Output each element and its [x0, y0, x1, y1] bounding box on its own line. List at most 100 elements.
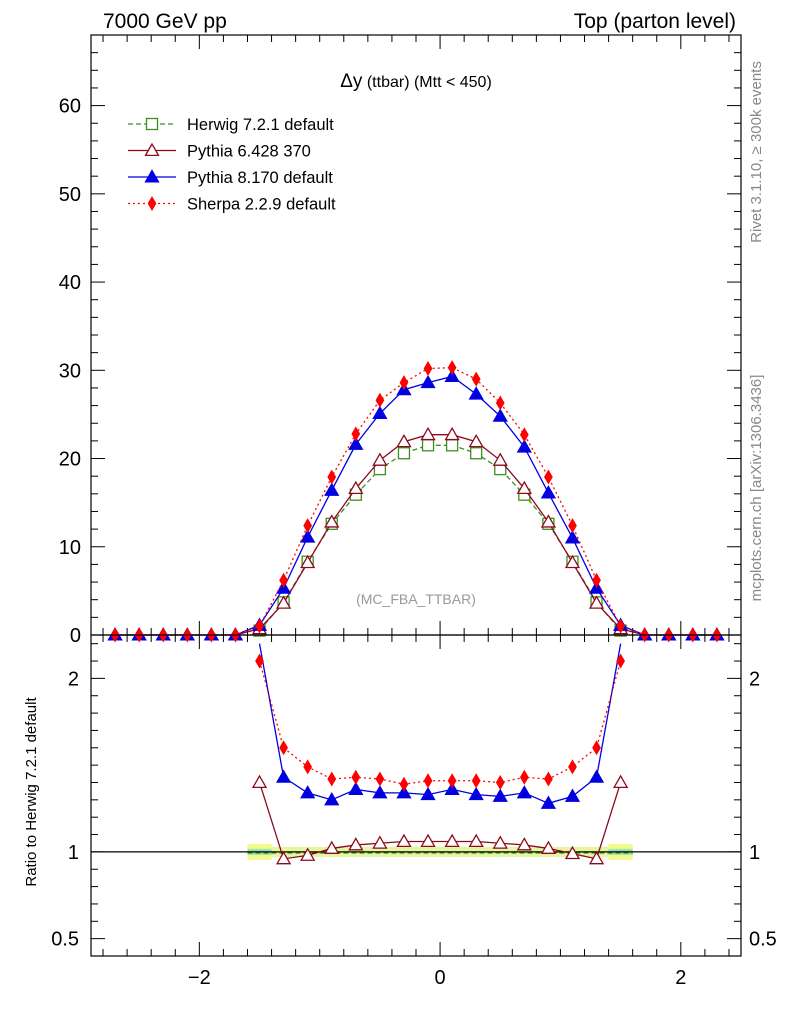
ratio-point-2-4	[351, 769, 361, 785]
legend-label-0: Herwig 7.2.1 default	[187, 116, 334, 134]
main-point-2-14	[444, 368, 460, 382]
ratio-series-1	[258, 643, 622, 809]
ratio-series-line-2	[258, 660, 622, 785]
ratio-point-0-3	[324, 840, 340, 854]
ratio-point-2-5	[375, 771, 385, 787]
main-plot-panel: 0 10 20 30 40 50 60 Δy (ttbar) (Mtt < 450) (MC…	[59, 34, 742, 647]
ratio-ytick-label-0: 0.5	[51, 929, 79, 951]
ratio-series-2	[255, 653, 626, 792]
ratio-point-2-13	[568, 759, 577, 775]
main-title-symbol: Δy	[340, 71, 363, 92]
main-point-3-17	[519, 427, 529, 443]
main-series-3	[110, 360, 722, 643]
ratio-point-2-3	[327, 771, 337, 787]
ratio-series-0	[251, 774, 629, 865]
ratio-ylabel: Ratio to Herwig 7.2.1 default	[23, 697, 40, 887]
main-point-0-6	[397, 447, 411, 460]
main-point-3-21	[616, 618, 626, 634]
main-point-2-11	[372, 405, 388, 420]
ratio-point-1-5	[372, 785, 388, 799]
main-point-2-19	[564, 530, 581, 544]
ratio-point-1-6	[396, 785, 412, 799]
ratio-minor-ticks	[91, 635, 741, 956]
legend-marker-2	[144, 169, 160, 183]
ratio-point-2-1	[279, 740, 288, 756]
ratio-point-2-7	[423, 773, 433, 789]
ratio-point-0-12	[540, 840, 557, 854]
main-point-2-16	[492, 408, 508, 422]
main-point-3-8	[303, 518, 313, 534]
ratio-point-2-2	[303, 759, 313, 775]
ratio-point-1-1	[275, 769, 292, 783]
main-point-2-17	[516, 439, 532, 453]
ratio-point-1-3	[324, 792, 340, 806]
main-point-1-10	[348, 480, 364, 495]
main-point-1-17	[516, 480, 532, 495]
ratio-point-2-11	[519, 769, 529, 785]
ratio-point-0-13	[564, 845, 581, 860]
main-point-3-13	[423, 361, 433, 377]
main-point-2-9	[324, 482, 340, 496]
ratio-point-0-8	[444, 833, 460, 848]
main-point-3-20	[592, 572, 601, 588]
ratio-point-1-14	[588, 769, 605, 783]
ratio-series-line-0	[258, 782, 622, 860]
ratio-series-line-1	[258, 643, 622, 804]
main-title-sub: (ttbar) (Mtt < 450)	[362, 74, 491, 91]
main-point-3-11	[375, 392, 385, 408]
main-ytick-label-2: 20	[59, 449, 81, 471]
main-point-1-8	[300, 554, 316, 569]
main-title: Δy (ttbar) (Mtt < 450)	[340, 71, 492, 92]
ratio-point-2-9	[471, 773, 481, 789]
main-point-2-18	[540, 485, 557, 499]
legend-marker-1	[144, 142, 160, 157]
ratio-point-2-15	[616, 653, 626, 669]
main-point-3-6	[255, 618, 264, 634]
ratio-ytick-label-right-1: 1	[749, 842, 760, 864]
mcplots-label: mcplots.cern.ch [arXiv:1306.3436]	[748, 375, 765, 602]
ratio-point-0-11	[516, 837, 532, 851]
ratio-plot-frame	[90, 634, 742, 957]
rivet-label: Rivet 3.1.10, ≥ 300k events	[748, 61, 765, 243]
ratio-point-1-11	[516, 785, 532, 799]
ratio-point-0-0	[251, 774, 268, 789]
ratio-point-1-8	[444, 781, 460, 795]
main-minor-ticks	[91, 34, 741, 635]
main-ytick-label-0: 0	[70, 625, 81, 647]
main-point-1-11	[372, 452, 388, 466]
main-point-3-18	[544, 469, 553, 485]
main-point-1-15	[468, 433, 484, 448]
ratio-ytick-label-2: 2	[68, 668, 79, 690]
ratio-point-0-14	[588, 851, 605, 865]
main-point-1-18	[540, 514, 557, 528]
main-point-1-16	[492, 452, 508, 466]
ratio-point-2-0	[255, 653, 264, 669]
ratio-point-2-6	[399, 776, 409, 792]
ratio-point-0-1	[275, 851, 292, 865]
ratio-ytick-label-right-2: 2	[749, 668, 760, 690]
main-point-3-16	[495, 395, 505, 411]
main-point-3-7	[279, 572, 288, 588]
main-series-group	[107, 360, 725, 643]
main-point-0-9	[470, 447, 483, 460]
main-point-1-14	[444, 426, 460, 441]
ratio-point-0-2	[300, 847, 316, 861]
main-ytick-label-4: 40	[59, 272, 81, 294]
ratio-point-1-9	[468, 786, 484, 801]
ratio-series-group	[251, 643, 629, 865]
main-point-1-9	[324, 514, 340, 528]
ratio-point-1-13	[564, 788, 581, 802]
main-point-3-10	[351, 426, 361, 442]
header-left: 7000 GeV pp	[103, 10, 227, 33]
main-point-0-8	[445, 439, 459, 452]
ratio-point-1-2	[300, 785, 316, 799]
ratio-point-2-8	[447, 773, 457, 789]
main-point-1-20	[588, 595, 605, 609]
legend-label-2: Pythia 8.170 default	[187, 169, 333, 187]
main-point-3-12	[399, 375, 409, 391]
ratio-axis-ticks: 0.5 0.5 1 1 2 2 −2 0 2	[51, 635, 777, 989]
ratio-xtick-label-0: −2	[188, 967, 211, 989]
main-point-3-19	[568, 518, 577, 534]
legend-label-1: Pythia 6.428 370	[187, 143, 311, 161]
main-point-3-15	[471, 371, 481, 387]
